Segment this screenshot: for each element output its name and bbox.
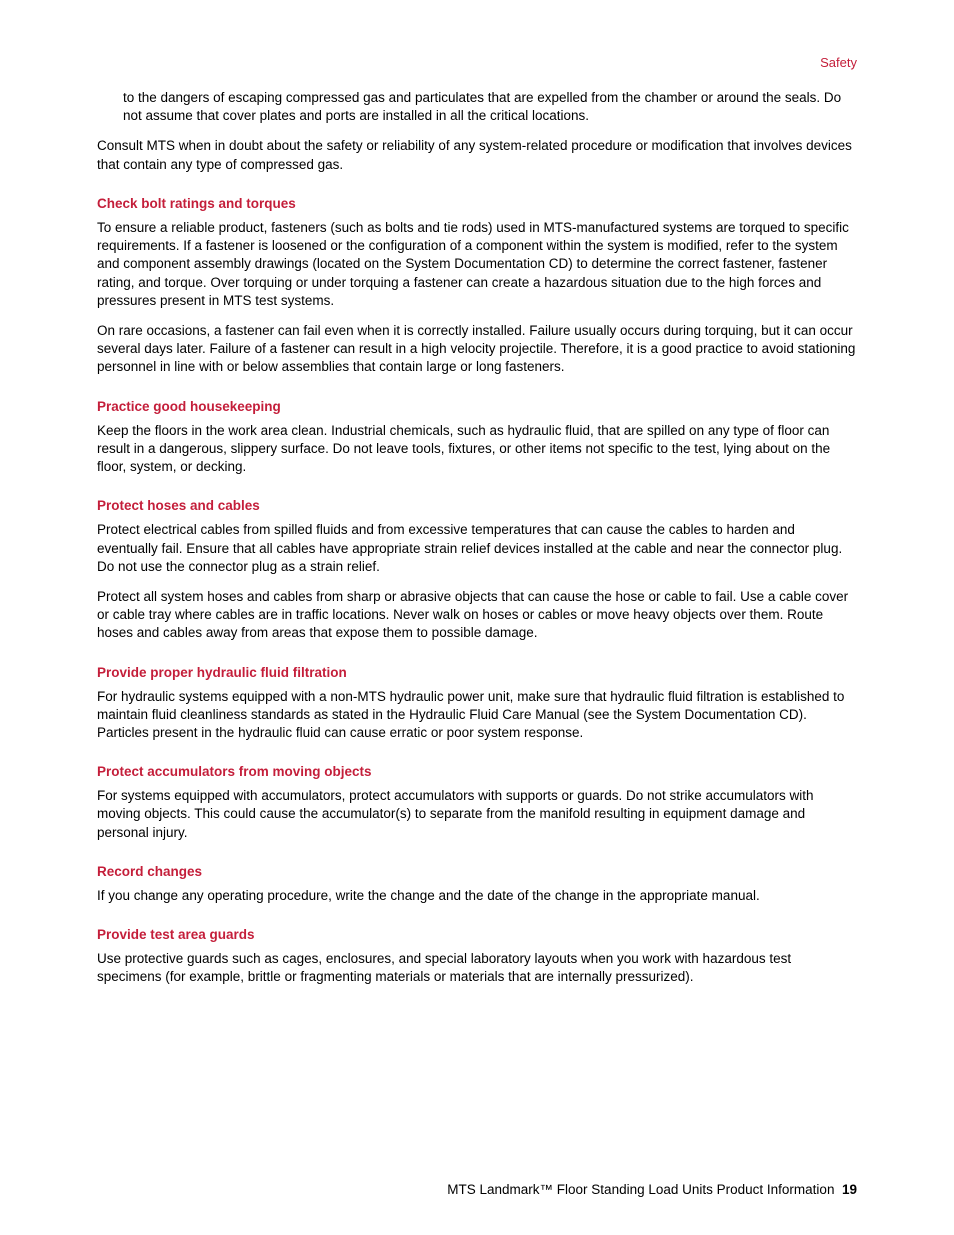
page-content: to the dangers of escaping compressed ga… <box>97 89 857 987</box>
continuation-paragraph: to the dangers of escaping compressed ga… <box>97 89 857 125</box>
body-paragraph: Keep the floors in the work area clean. … <box>97 422 857 477</box>
body-paragraph: Consult MTS when in doubt about the safe… <box>97 137 857 173</box>
section-heading: Protect accumulators from moving objects <box>97 764 857 779</box>
footer-doc-title: MTS Landmark™ Floor Standing Load Units … <box>447 1182 834 1197</box>
body-paragraph: For systems equipped with accumulators, … <box>97 787 857 842</box>
section-heading: Check bolt ratings and torques <box>97 196 857 211</box>
header-section-name: Safety <box>820 55 857 70</box>
body-paragraph: On rare occasions, a fastener can fail e… <box>97 322 857 377</box>
section-heading: Provide proper hydraulic fluid filtratio… <box>97 665 857 680</box>
page-footer: MTS Landmark™ Floor Standing Load Units … <box>447 1182 857 1197</box>
body-paragraph: Protect electrical cables from spilled f… <box>97 521 857 576</box>
page: Safety to the dangers of escaping compre… <box>0 0 954 1235</box>
body-paragraph: If you change any operating procedure, w… <box>97 887 857 905</box>
section-heading: Record changes <box>97 864 857 879</box>
body-paragraph: Use protective guards such as cages, enc… <box>97 950 857 986</box>
section-heading: Protect hoses and cables <box>97 498 857 513</box>
body-paragraph: Protect all system hoses and cables from… <box>97 588 857 643</box>
footer-page-number: 19 <box>842 1182 857 1197</box>
body-paragraph: For hydraulic systems equipped with a no… <box>97 688 857 743</box>
body-paragraph: To ensure a reliable product, fasteners … <box>97 219 857 310</box>
section-heading: Practice good housekeeping <box>97 399 857 414</box>
section-heading: Provide test area guards <box>97 927 857 942</box>
